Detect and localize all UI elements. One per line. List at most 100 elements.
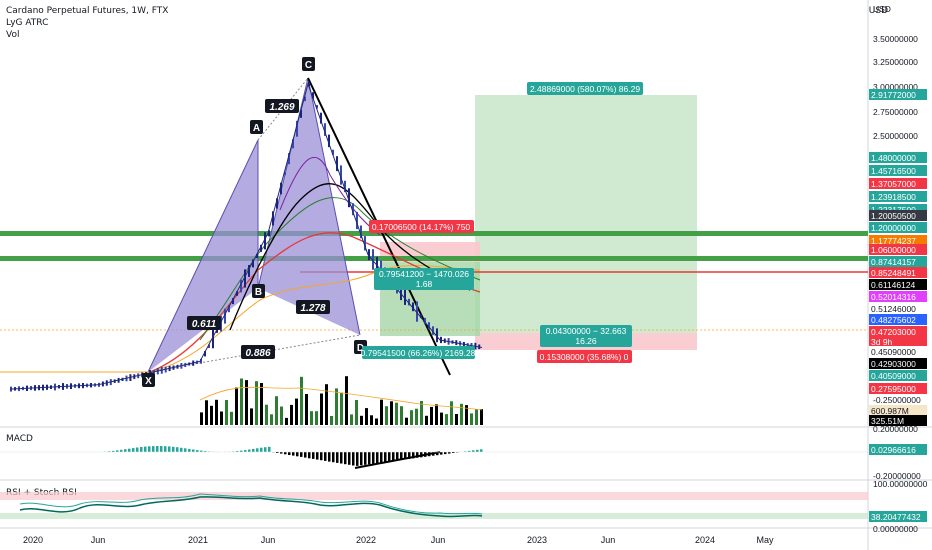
short-stop-label[interactable]: 0.17006500 (14.17%) 750: [369, 220, 474, 233]
svg-text:1.68: 1.68: [416, 279, 433, 289]
rsi-line: [19, 496, 483, 518]
price-tag-bg: [869, 511, 927, 522]
volume-bar: [450, 401, 453, 425]
candle: [296, 120, 298, 137]
short-target-label[interactable]: 0.79541500 (66.26%) 2169.28: [361, 346, 476, 359]
ratio-label-1269[interactable]: 1.269: [265, 99, 299, 113]
long-entry-label[interactable]: 0.04300000 − 32.663 16.26: [540, 325, 632, 347]
svg-text:0.17006500 (14.17%) 750: 0.17006500 (14.17%) 750: [372, 222, 471, 232]
svg-text:X: X: [145, 376, 152, 387]
svg-text:A: A: [253, 123, 260, 134]
price-tag-bg: [869, 204, 927, 215]
candle: [372, 249, 374, 270]
resistance-level-2[interactable]: [0, 256, 868, 261]
time-tick: Jun: [91, 535, 106, 545]
price-tag-label: 0.48275602: [871, 315, 916, 325]
volume-bar: [360, 415, 363, 425]
price-tag-label: 0.85248491: [871, 268, 916, 278]
time-tick: May: [756, 535, 774, 545]
volume-bar: [275, 396, 278, 425]
volume-bar: [260, 383, 263, 425]
candle: [376, 256, 378, 272]
candle: [252, 259, 254, 268]
macd-bar: [472, 450, 475, 452]
price-tick: 3.00000000: [873, 82, 918, 92]
ratio-label-0886[interactable]: 0.886: [241, 345, 275, 359]
macd-bar: [312, 452, 315, 459]
svg-text:0.15308000 (35.68%) 0: 0.15308000 (35.68%) 0: [540, 352, 629, 362]
candle: [284, 172, 286, 176]
volume-bar: [440, 412, 443, 425]
point-a-label[interactable]: A: [250, 120, 263, 134]
time-tick: 2024: [695, 535, 715, 545]
volume-bar: [285, 417, 288, 425]
resistance-level-1[interactable]: [0, 231, 868, 236]
price-tag-label: 1.17774237: [871, 236, 916, 246]
long-stop-label[interactable]: 0.15308000 (35.68%) 0: [537, 350, 632, 363]
long-target-zone[interactable]: [475, 95, 697, 333]
price-tags: 2.91772000 1.48000000 1.45716500 1.37057000…: [869, 89, 927, 522]
macd-bar: [160, 446, 163, 452]
point-c-label[interactable]: C: [302, 57, 315, 71]
volume-bar: [210, 405, 213, 425]
candle: [428, 322, 430, 330]
ratio-label-1278[interactable]: 1.278: [296, 300, 330, 314]
indicator-atrc-label[interactable]: LyG ATRC: [6, 18, 49, 28]
macd-pane-title[interactable]: MACD: [6, 434, 33, 444]
price-tag-bg: [869, 405, 927, 416]
macd-bar: [316, 452, 319, 460]
macd-bar: [144, 446, 147, 452]
candle: [272, 211, 274, 226]
price-tag-bg: [869, 267, 927, 278]
macd-bar: [128, 448, 131, 452]
price-tag-label: 0.61146124: [871, 280, 916, 290]
candle: [200, 358, 202, 364]
price-tag-label: 0.27595000: [871, 384, 916, 394]
macd-bar: [244, 450, 247, 452]
volume-bar: [380, 399, 383, 425]
svg-text:0.611: 0.611: [192, 319, 217, 330]
price-series-line: [9, 82, 483, 390]
macd-bar: [152, 446, 155, 452]
volume-bar: [415, 408, 418, 425]
point-b-label[interactable]: B: [252, 284, 265, 298]
macd-bar: [384, 452, 387, 463]
long-target-label[interactable]: 2.48869000 (580.07%) 86.29: [527, 82, 643, 95]
candle: [348, 188, 350, 208]
macd-bar: [176, 447, 179, 452]
price-tag-bg: [869, 444, 927, 455]
volume-bar: [240, 378, 243, 425]
volume-bar: [245, 380, 248, 425]
short-entry-label[interactable]: 0.79541200 − 1470.026 1.68: [374, 268, 474, 290]
macd-bar: [440, 452, 443, 455]
volume-bar: [335, 388, 338, 425]
indicator-volume-label[interactable]: Vol: [6, 30, 20, 40]
volume-bar: [295, 398, 298, 425]
macd-bar: [420, 452, 423, 458]
price-tag-bg: [869, 152, 927, 163]
ratio-label-0611[interactable]: 0.611: [187, 316, 221, 330]
volume-bar: [340, 392, 343, 425]
harmonic-bcd-triangle[interactable]: [258, 78, 360, 335]
price-tag-bg: [869, 326, 927, 337]
candle: [280, 182, 282, 195]
point-x-label[interactable]: X: [142, 373, 155, 387]
svg-text:C: C: [305, 60, 312, 71]
macd-bar: [452, 452, 455, 453]
volume-bars: [200, 376, 483, 425]
macd-bar: [356, 452, 359, 466]
volume-bar: [330, 416, 333, 425]
volume-bar: [475, 409, 478, 425]
volume-bar: [310, 411, 313, 425]
volume-bar: [350, 414, 353, 425]
candle: [404, 289, 406, 305]
macd-bar: [320, 452, 323, 461]
price-tag-bg: [869, 279, 927, 290]
price-tick: 3.50000000: [873, 34, 918, 44]
price-tag-label: 1.23918500: [871, 192, 916, 202]
svg-text:0.79541200 − 1470.026: 0.79541200 − 1470.026: [379, 269, 469, 279]
price-tag-label: 1.06000000: [871, 245, 916, 255]
macd-bar: [140, 447, 143, 452]
macd-histogram: [100, 446, 483, 466]
